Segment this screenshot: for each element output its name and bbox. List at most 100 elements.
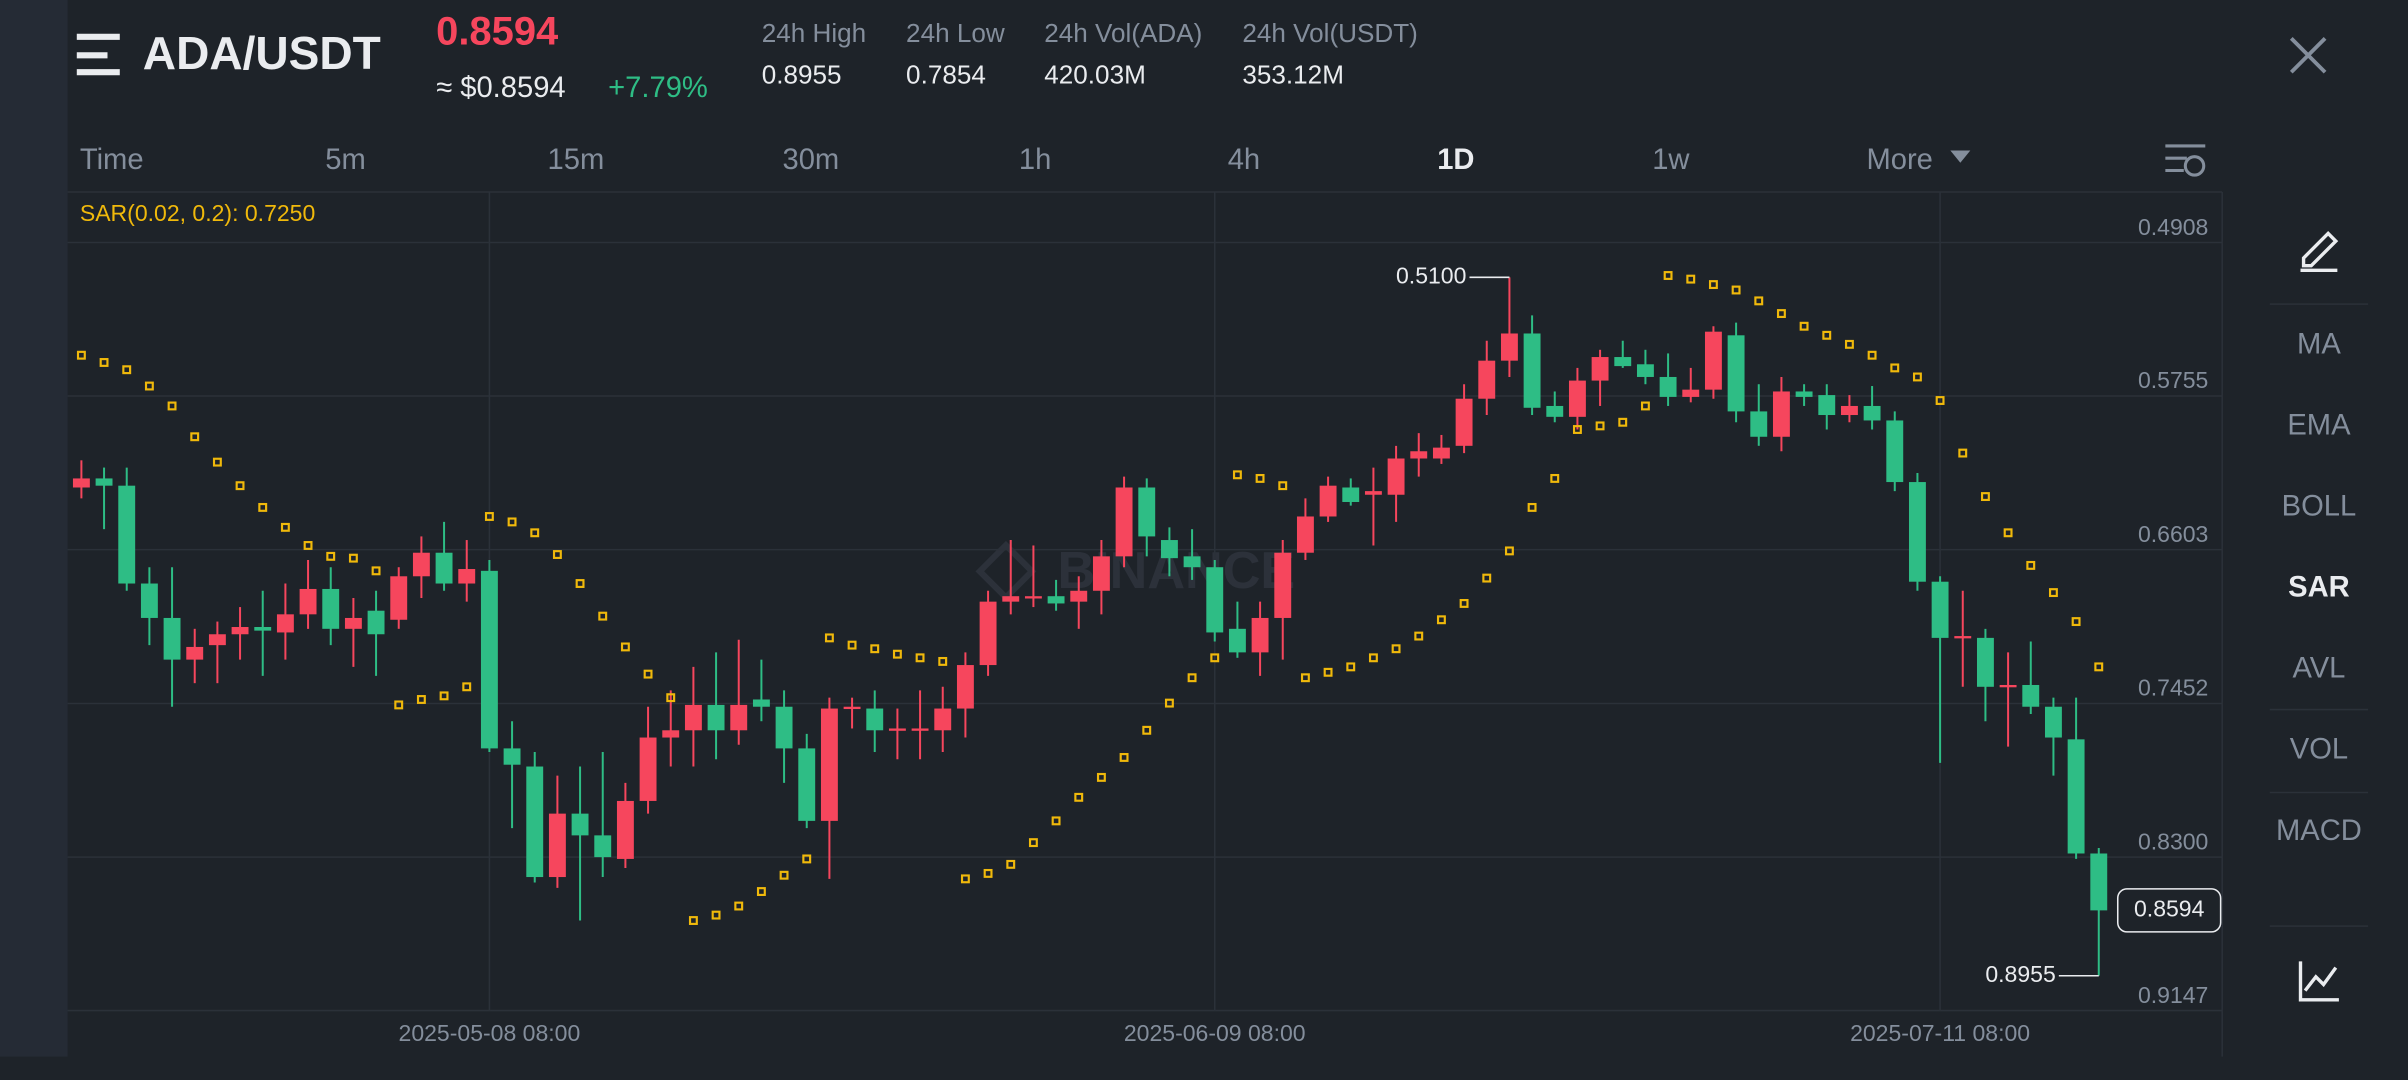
- candle-body: [526, 766, 544, 878]
- candle-body: [1818, 395, 1836, 416]
- timeframe-tab[interactable]: 1D: [1437, 144, 1474, 176]
- sar-dot: [666, 693, 676, 703]
- sar-dot: [1504, 546, 1514, 556]
- sar-dot: [1550, 473, 1560, 483]
- candle-body: [1772, 391, 1790, 437]
- sar-dot: [416, 695, 426, 704]
- candle-body: [707, 704, 725, 731]
- chart-line: [2303, 966, 2338, 992]
- timeframe-tab[interactable]: 30m: [782, 144, 839, 176]
- candle-body: [390, 576, 408, 620]
- x-tick-label: 2025-05-08 08:00: [399, 1020, 581, 1046]
- timeframe-tab[interactable]: 1w: [1652, 144, 1690, 176]
- sar-dot: [779, 870, 789, 880]
- sar-dot: [1731, 285, 1741, 295]
- candle-body: [2022, 684, 2040, 707]
- candle-body: [684, 704, 702, 731]
- pencil: [2301, 231, 2339, 268]
- plot: 0.4908 0.5755 0.6603 0.7452 0.8300 0.9147 2025…: [67, 191, 2223, 1046]
- chart-axis: [2298, 961, 2339, 1002]
- sar-dot: [1096, 772, 1106, 782]
- candle-body: [1047, 596, 1065, 604]
- sar-dot: [1346, 662, 1356, 672]
- sar-dot: [734, 901, 744, 911]
- stat-label: 24h Vol(USDT): [1242, 18, 1417, 48]
- candle-body: [1138, 487, 1156, 537]
- indicator-button[interactable]: VOL: [2290, 734, 2348, 766]
- close-button[interactable]: [2289, 37, 2327, 74]
- indicator-button[interactable]: SAR: [2288, 572, 2350, 604]
- candle-body: [1410, 451, 1428, 459]
- draw-tool-icon[interactable]: [2300, 231, 2339, 272]
- timeframe-tab[interactable]: 15m: [548, 144, 605, 176]
- timeframe-tab[interactable]: More: [1866, 144, 1932, 176]
- candle-body: [1002, 596, 1020, 602]
- sar-dot: [1663, 271, 1673, 280]
- indicator-button[interactable]: MACD: [2276, 815, 2362, 847]
- indicator-label: SAR(0.02, 0.2): 0.7250: [80, 200, 315, 226]
- candle-body: [798, 748, 816, 821]
- stat-label: 24h High: [762, 18, 866, 48]
- timeframe-tab[interactable]: Time: [80, 144, 144, 176]
- indicator-button[interactable]: EMA: [2287, 409, 2351, 441]
- timeframe-tab[interactable]: 5m: [325, 144, 366, 176]
- sar-dot: [552, 550, 562, 559]
- sar-dot: [326, 551, 336, 561]
- sar-dot: [1799, 321, 1809, 331]
- candle-body: [979, 601, 997, 666]
- candle-body: [1546, 405, 1564, 417]
- sar-dot: [824, 633, 834, 643]
- candle-body: [911, 728, 929, 731]
- candle-body: [412, 552, 430, 577]
- candle-body: [1183, 556, 1201, 568]
- chart-settings-icon[interactable]: [2165, 144, 2206, 177]
- candle-body: [1908, 482, 1926, 582]
- sar-dot: [1074, 792, 1084, 802]
- sar-dot: [598, 611, 608, 621]
- candle-body: [548, 813, 566, 878]
- sar-dot: [439, 691, 449, 701]
- candle-body: [775, 706, 793, 749]
- sar-dot: [1482, 573, 1492, 583]
- y-tick-label: 0.9147: [2138, 982, 2208, 1008]
- sar-dot: [2071, 617, 2081, 627]
- price-change: +7.79%: [608, 72, 708, 104]
- candle-body: [639, 737, 657, 801]
- sar-dot: [1686, 274, 1696, 284]
- chart-type-icon[interactable]: [2298, 961, 2339, 1002]
- candle-body: [730, 704, 748, 731]
- indicator-button[interactable]: MA: [2297, 328, 2341, 360]
- candle-body: [1319, 485, 1337, 517]
- indicator-button[interactable]: BOLL: [2282, 490, 2357, 522]
- sar-dot: [1459, 599, 1469, 608]
- sar-dot: [258, 502, 268, 512]
- candle-body: [594, 835, 612, 858]
- candle-body: [1636, 364, 1654, 377]
- candle-body: [231, 627, 249, 635]
- candle-body: [1954, 636, 1972, 639]
- symbol[interactable]: ADA/USDT: [143, 27, 381, 79]
- y-tick-label: 0.5755: [2138, 367, 2208, 393]
- candle-body: [888, 728, 906, 731]
- candle-body: [616, 800, 634, 859]
- candle-body: [1704, 331, 1722, 390]
- sar-dot: [2003, 528, 2013, 538]
- timeframe-tab[interactable]: 4h: [1228, 144, 1260, 176]
- sar-dot: [167, 401, 177, 411]
- timeframe-tabs: Time 5m 15m 30m 1h 4h 1D 1w More: [80, 144, 1971, 176]
- sar-dot: [1980, 492, 1990, 502]
- candle-body: [1160, 540, 1178, 559]
- x-tick-label: 2025-07-11 08:00: [1850, 1020, 2030, 1046]
- menu-icon[interactable]: [76, 33, 120, 76]
- indicator-button[interactable]: AVL: [2292, 653, 2345, 685]
- candle-body: [299, 588, 317, 615]
- sar-dot: [870, 644, 880, 654]
- x-tick-label: 2025-06-09 08:00: [1124, 1020, 1306, 1046]
- candle-body: [140, 583, 158, 618]
- sar-dot: [1640, 401, 1650, 411]
- timeframe-tab[interactable]: 1h: [1019, 144, 1051, 176]
- candle-body: [1228, 628, 1246, 653]
- sar-dot: [303, 541, 313, 550]
- candle-body: [2044, 706, 2062, 738]
